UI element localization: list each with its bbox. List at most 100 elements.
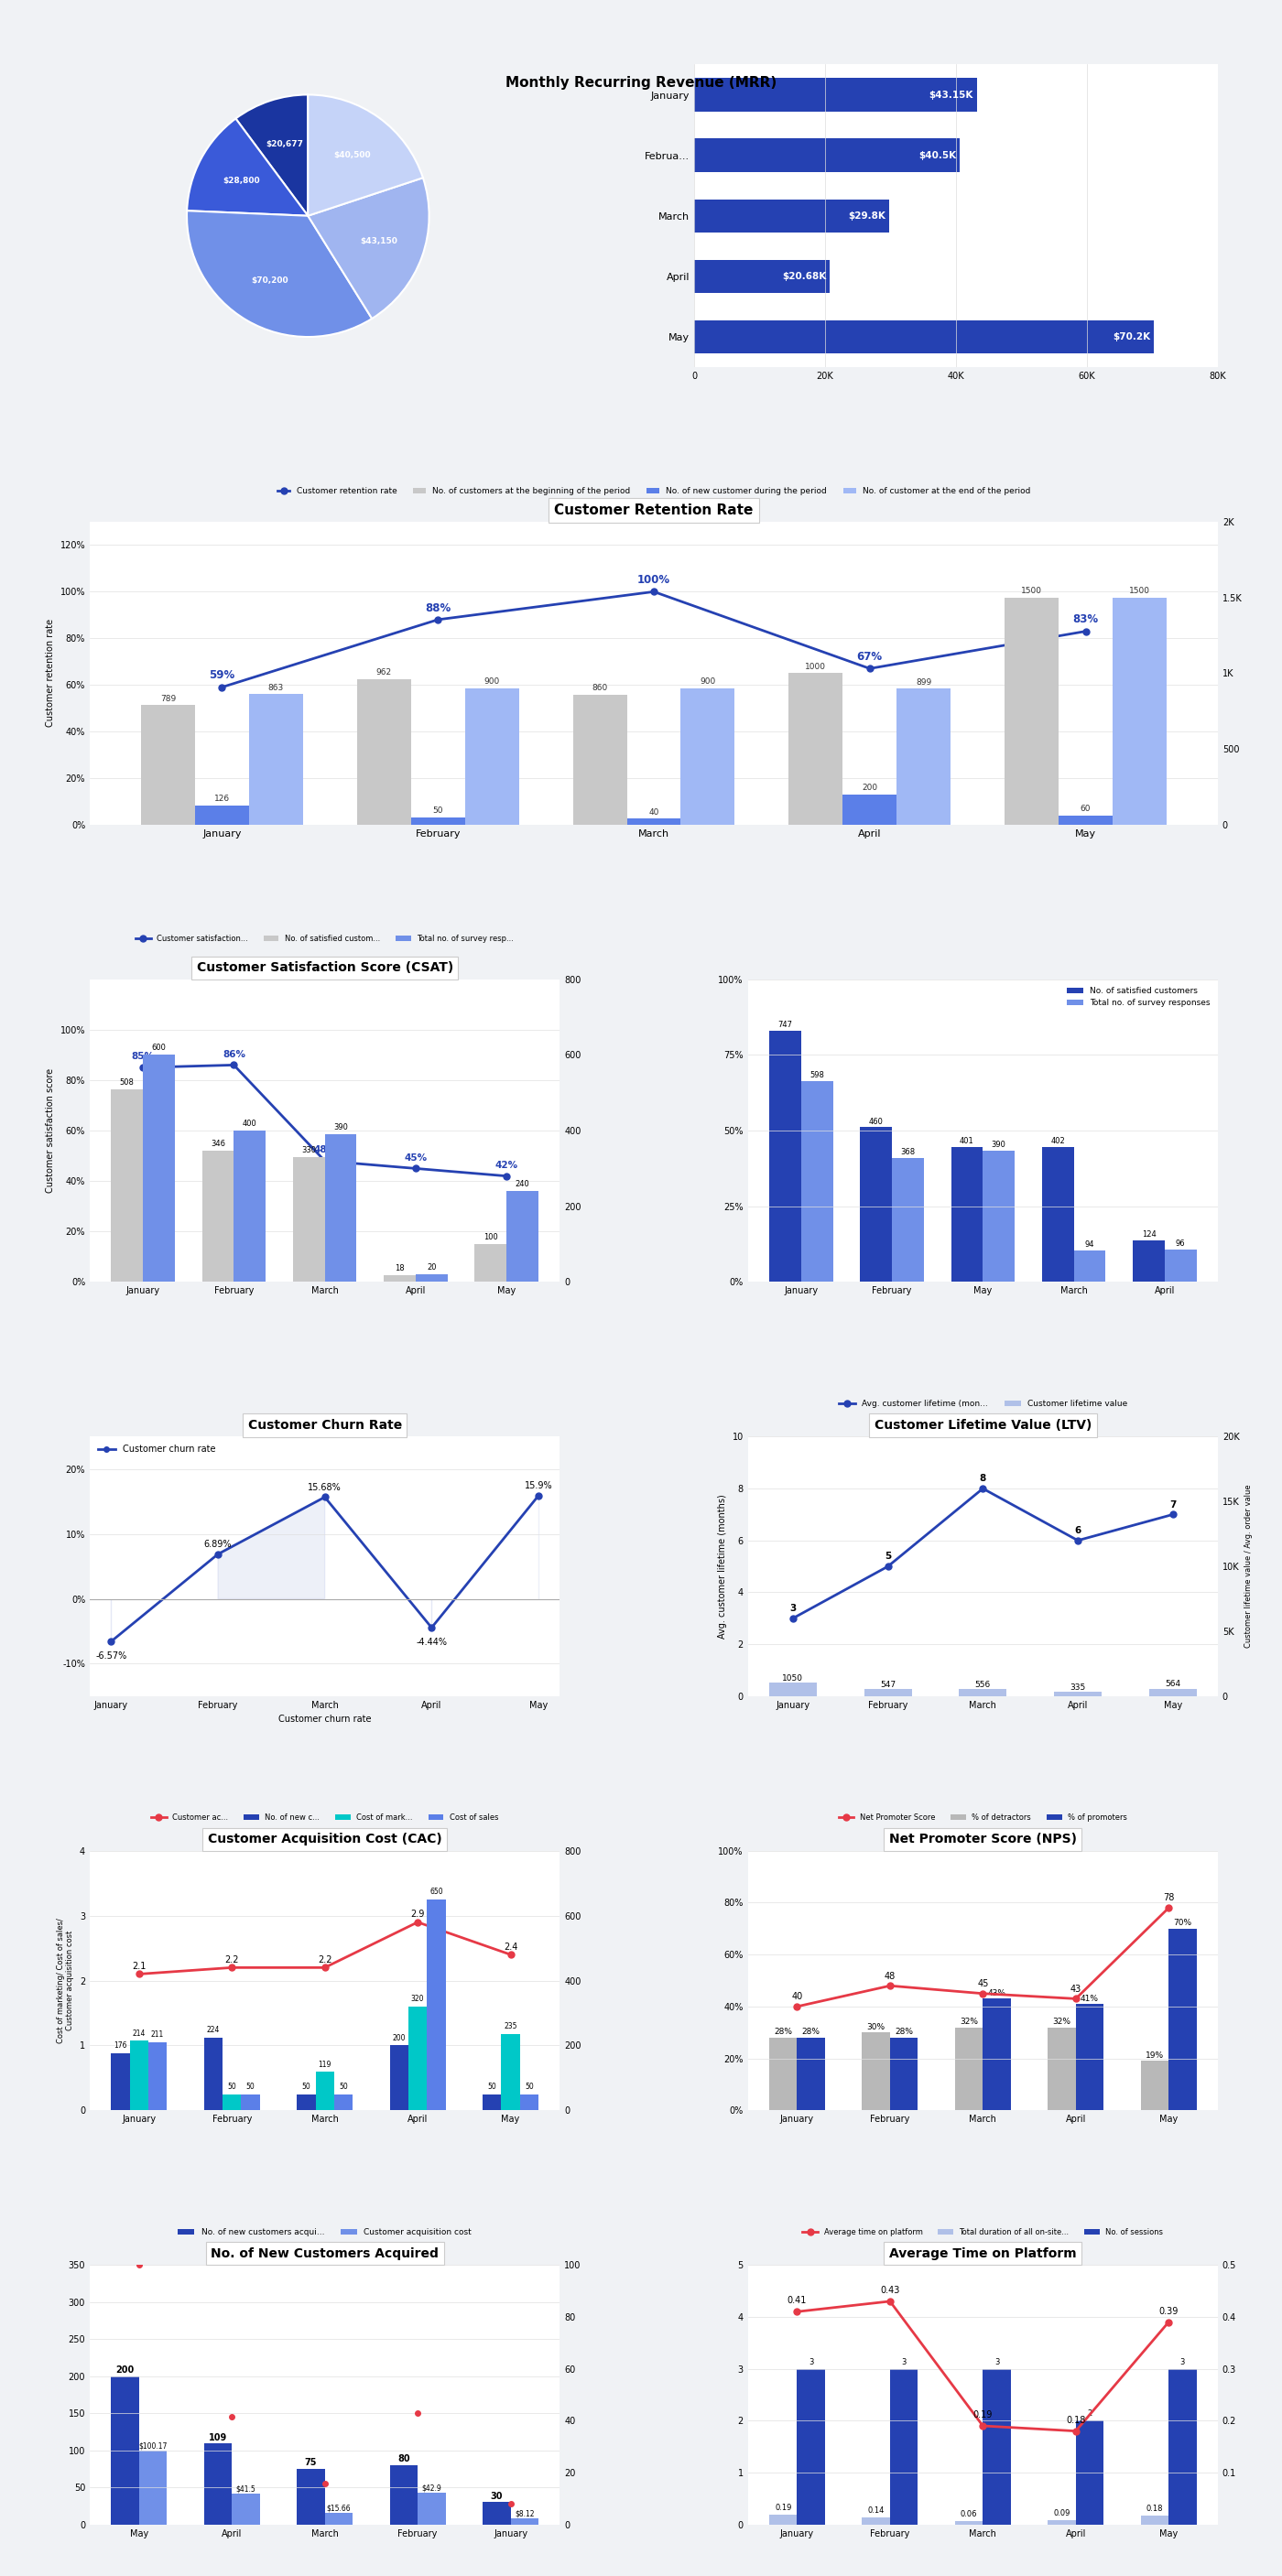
Text: 401: 401	[960, 1136, 974, 1146]
Text: 19%: 19%	[1146, 2050, 1164, 2061]
Text: $100.17: $100.17	[138, 2442, 167, 2450]
Text: 0.14: 0.14	[868, 2506, 885, 2514]
Text: 5: 5	[885, 1553, 891, 1561]
Customer ac...	[503, 1940, 518, 1971]
Bar	[415, 1275, 447, 1283]
Bar	[769, 1682, 817, 1695]
Text: 6: 6	[1074, 1525, 1081, 1535]
Title: Average Time on Platform: Average Time on Platform	[890, 2246, 1077, 2259]
Legend: April, March, February, January, May: April, March, February, January, May	[699, 175, 772, 255]
Line: Customer ac...: Customer ac...	[136, 1919, 514, 1978]
Bar	[474, 1244, 506, 1283]
Text: 335: 335	[1070, 1682, 1086, 1692]
Bar	[769, 1030, 801, 1283]
Bar	[1141, 2514, 1169, 2524]
Legend: Avg. customer lifetime (mon..., Customer lifetime value: Avg. customer lifetime (mon..., Customer…	[835, 1396, 1131, 1412]
Bar	[233, 1131, 265, 1283]
Bar	[890, 2038, 918, 2110]
Text: -4.44%: -4.44%	[417, 1638, 447, 1646]
Text: 0.41: 0.41	[787, 2295, 806, 2306]
Text: $70,200: $70,200	[251, 276, 288, 286]
Line: Avg. customer lifetime (mon...: Avg. customer lifetime (mon...	[790, 1486, 1176, 1620]
Bar	[896, 688, 951, 824]
Text: 67%: 67%	[856, 652, 882, 662]
Customer retention rate	[646, 577, 662, 608]
Text: $43.15K: $43.15K	[929, 90, 973, 100]
Bar	[694, 139, 959, 173]
Text: 100%: 100%	[637, 574, 670, 585]
Bar	[294, 1157, 324, 1283]
Text: 1000: 1000	[805, 662, 827, 670]
Text: 50: 50	[246, 2081, 255, 2092]
Average time on platform	[882, 2285, 897, 2316]
Text: 860: 860	[592, 683, 608, 693]
Bar	[510, 2519, 538, 2524]
Average time on platform	[790, 2295, 805, 2326]
Bar	[390, 2045, 409, 2110]
Bar	[694, 319, 1154, 353]
Bar	[955, 2027, 983, 2110]
Net Promoter Score	[1068, 1984, 1083, 2014]
Net Promoter Score	[882, 1971, 897, 2002]
Bar	[1113, 598, 1167, 824]
Bar	[324, 1133, 356, 1283]
Bar	[801, 1082, 833, 1283]
Bar	[951, 1146, 983, 1283]
Text: 224: 224	[206, 2027, 221, 2035]
Text: 94: 94	[1085, 1242, 1095, 1249]
Bar	[842, 793, 896, 824]
Text: Monthly Recurring Revenue (MRR): Monthly Recurring Revenue (MRR)	[505, 75, 777, 90]
Text: 3: 3	[995, 2357, 999, 2367]
Bar	[232, 2494, 260, 2524]
Text: 50: 50	[338, 2081, 347, 2092]
Text: 32%: 32%	[1053, 2017, 1070, 2025]
Text: 789: 789	[160, 696, 176, 703]
Wedge shape	[187, 211, 372, 337]
Bar	[427, 1899, 446, 2110]
Text: 600: 600	[151, 1043, 167, 1051]
Text: 50: 50	[487, 2081, 496, 2092]
Text: 80: 80	[397, 2455, 410, 2463]
Text: $15.66: $15.66	[327, 2504, 351, 2512]
Text: 59%: 59%	[209, 670, 235, 683]
Title: Net Promoter Score (NPS): Net Promoter Score (NPS)	[888, 1834, 1077, 1847]
Legend: Average time on platform, Total duration of all on-site..., No. of sessions: Average time on platform, Total duration…	[799, 2226, 1167, 2239]
Text: 45: 45	[977, 1978, 988, 1989]
Net Promoter Score	[790, 1991, 805, 2022]
Bar	[138, 2450, 167, 2524]
Legend: Customer satisfaction..., No. of satisfied custom..., Total no. of survey resp..: Customer satisfaction..., No. of satisfi…	[132, 933, 517, 945]
Bar	[1054, 1692, 1101, 1695]
Legend: Customer ac..., No. of new c..., Cost of mark..., Cost of sales: Customer ac..., No. of new c..., Cost of…	[147, 1811, 501, 1824]
Bar	[797, 2370, 824, 2524]
Bar	[142, 1056, 174, 1283]
Bar	[959, 1690, 1006, 1695]
Text: 0.09: 0.09	[1054, 2509, 1070, 2517]
Customer ac...	[410, 1906, 426, 1937]
Bar	[1149, 1690, 1196, 1695]
Title: Customer Acquisition Cost (CAC): Customer Acquisition Cost (CAC)	[208, 1834, 442, 1847]
Text: $41.5: $41.5	[236, 2486, 256, 2494]
Text: 109: 109	[209, 2432, 227, 2442]
Line: Net Promoter Score: Net Promoter Score	[794, 1904, 1172, 2009]
Legend: No. of new customers acqui..., Customer acquisition cost: No. of new customers acqui..., Customer …	[174, 2226, 476, 2239]
Bar	[324, 2512, 353, 2524]
Text: 508: 508	[119, 1079, 135, 1087]
Text: 83%: 83%	[1073, 613, 1099, 626]
Text: 1050: 1050	[782, 1674, 804, 1682]
Net Promoter Score	[1161, 1893, 1177, 1924]
Text: 28%: 28%	[774, 2027, 792, 2038]
Bar	[315, 2071, 335, 2110]
Text: 0.18: 0.18	[1065, 2416, 1086, 2424]
Customer satisfaction...	[135, 1051, 150, 1082]
Text: 45%: 45%	[404, 1154, 427, 1162]
Text: 556: 556	[976, 1680, 991, 1687]
Customer retention rate	[214, 672, 229, 703]
Text: 240: 240	[515, 1180, 529, 1188]
Text: 42%: 42%	[495, 1162, 518, 1170]
Text: 400: 400	[242, 1121, 256, 1128]
X-axis label: Customer churn rate: Customer churn rate	[278, 1716, 372, 1723]
Bar	[412, 817, 465, 824]
Text: 7: 7	[1169, 1499, 1176, 1510]
Legend: Customer churn rate: Customer churn rate	[94, 1440, 219, 1458]
Bar	[862, 2517, 890, 2524]
